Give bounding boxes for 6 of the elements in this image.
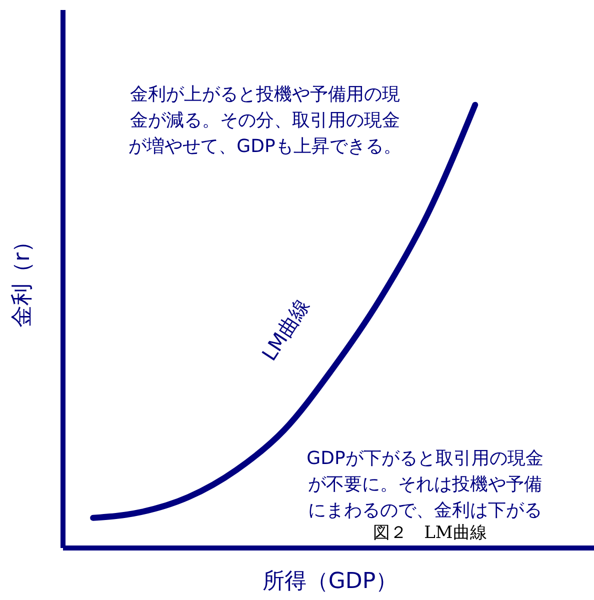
text: LM曲線 bbox=[256, 294, 316, 366]
x-axis-title: 所得（GDP） bbox=[261, 568, 399, 596]
y-axis-title: 金利（r） bbox=[9, 230, 36, 328]
annotation: 図２ LM曲線 bbox=[372, 522, 488, 545]
annotation: 金利が上がると投機や予備用の現金が減る。その分、取引用の現金が増やせて、GDPも上昇できる。 bbox=[128, 83, 402, 159]
annotation: GDPが下がると取引用の現金が不要に。それは投機や予備にまわるので、金利は下がる bbox=[306, 447, 544, 523]
